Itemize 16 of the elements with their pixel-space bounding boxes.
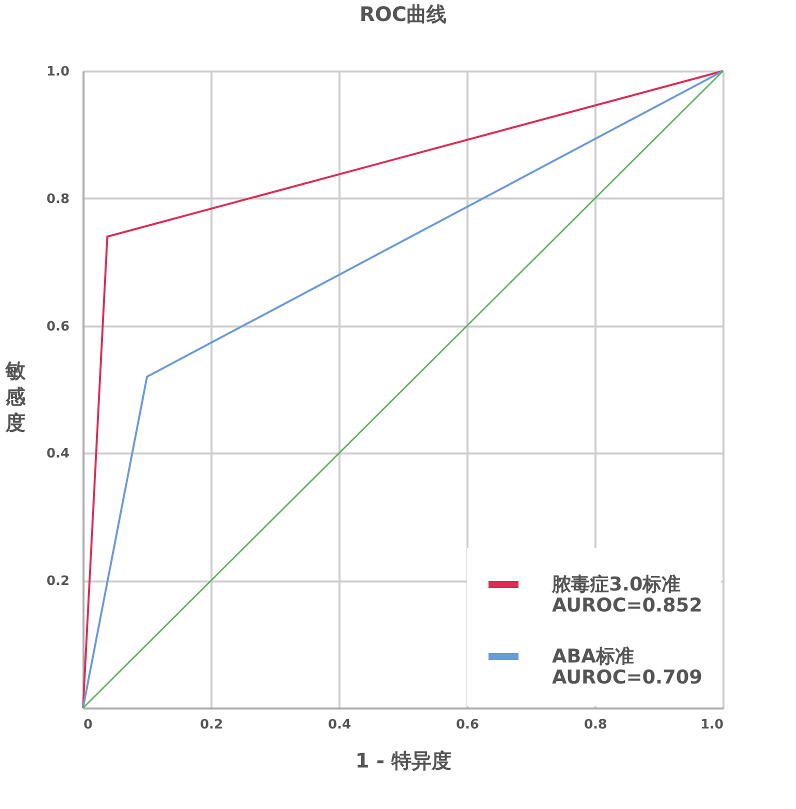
chart-title: ROC曲线 xyxy=(359,2,447,26)
x-axis-title: 1 - 特异度 xyxy=(355,748,452,772)
y-tick-label: 0.6 xyxy=(46,319,70,334)
x-tick-label: 0.6 xyxy=(456,718,480,732)
x-tick-label: 1.0 xyxy=(700,718,724,732)
legend-label: ABA标准 AUROC=0.709 xyxy=(552,646,702,688)
x-tick-label: 0.4 xyxy=(328,718,352,732)
y-tick-label: 0.2 xyxy=(46,574,70,590)
y-tick-label: 0.4 xyxy=(46,446,70,462)
y-tick-label: 1.0 xyxy=(46,64,70,80)
y-axis-title: 敏感度 xyxy=(4,358,26,434)
x-tick-label: 0 xyxy=(84,718,93,732)
x-tick-label: 0.8 xyxy=(584,718,608,732)
x-tick-label: 0.2 xyxy=(200,718,224,732)
legend-label: 脓毒症3.0标准 AUROC=0.852 xyxy=(551,574,702,616)
y-tick-label: 0.8 xyxy=(46,192,70,207)
